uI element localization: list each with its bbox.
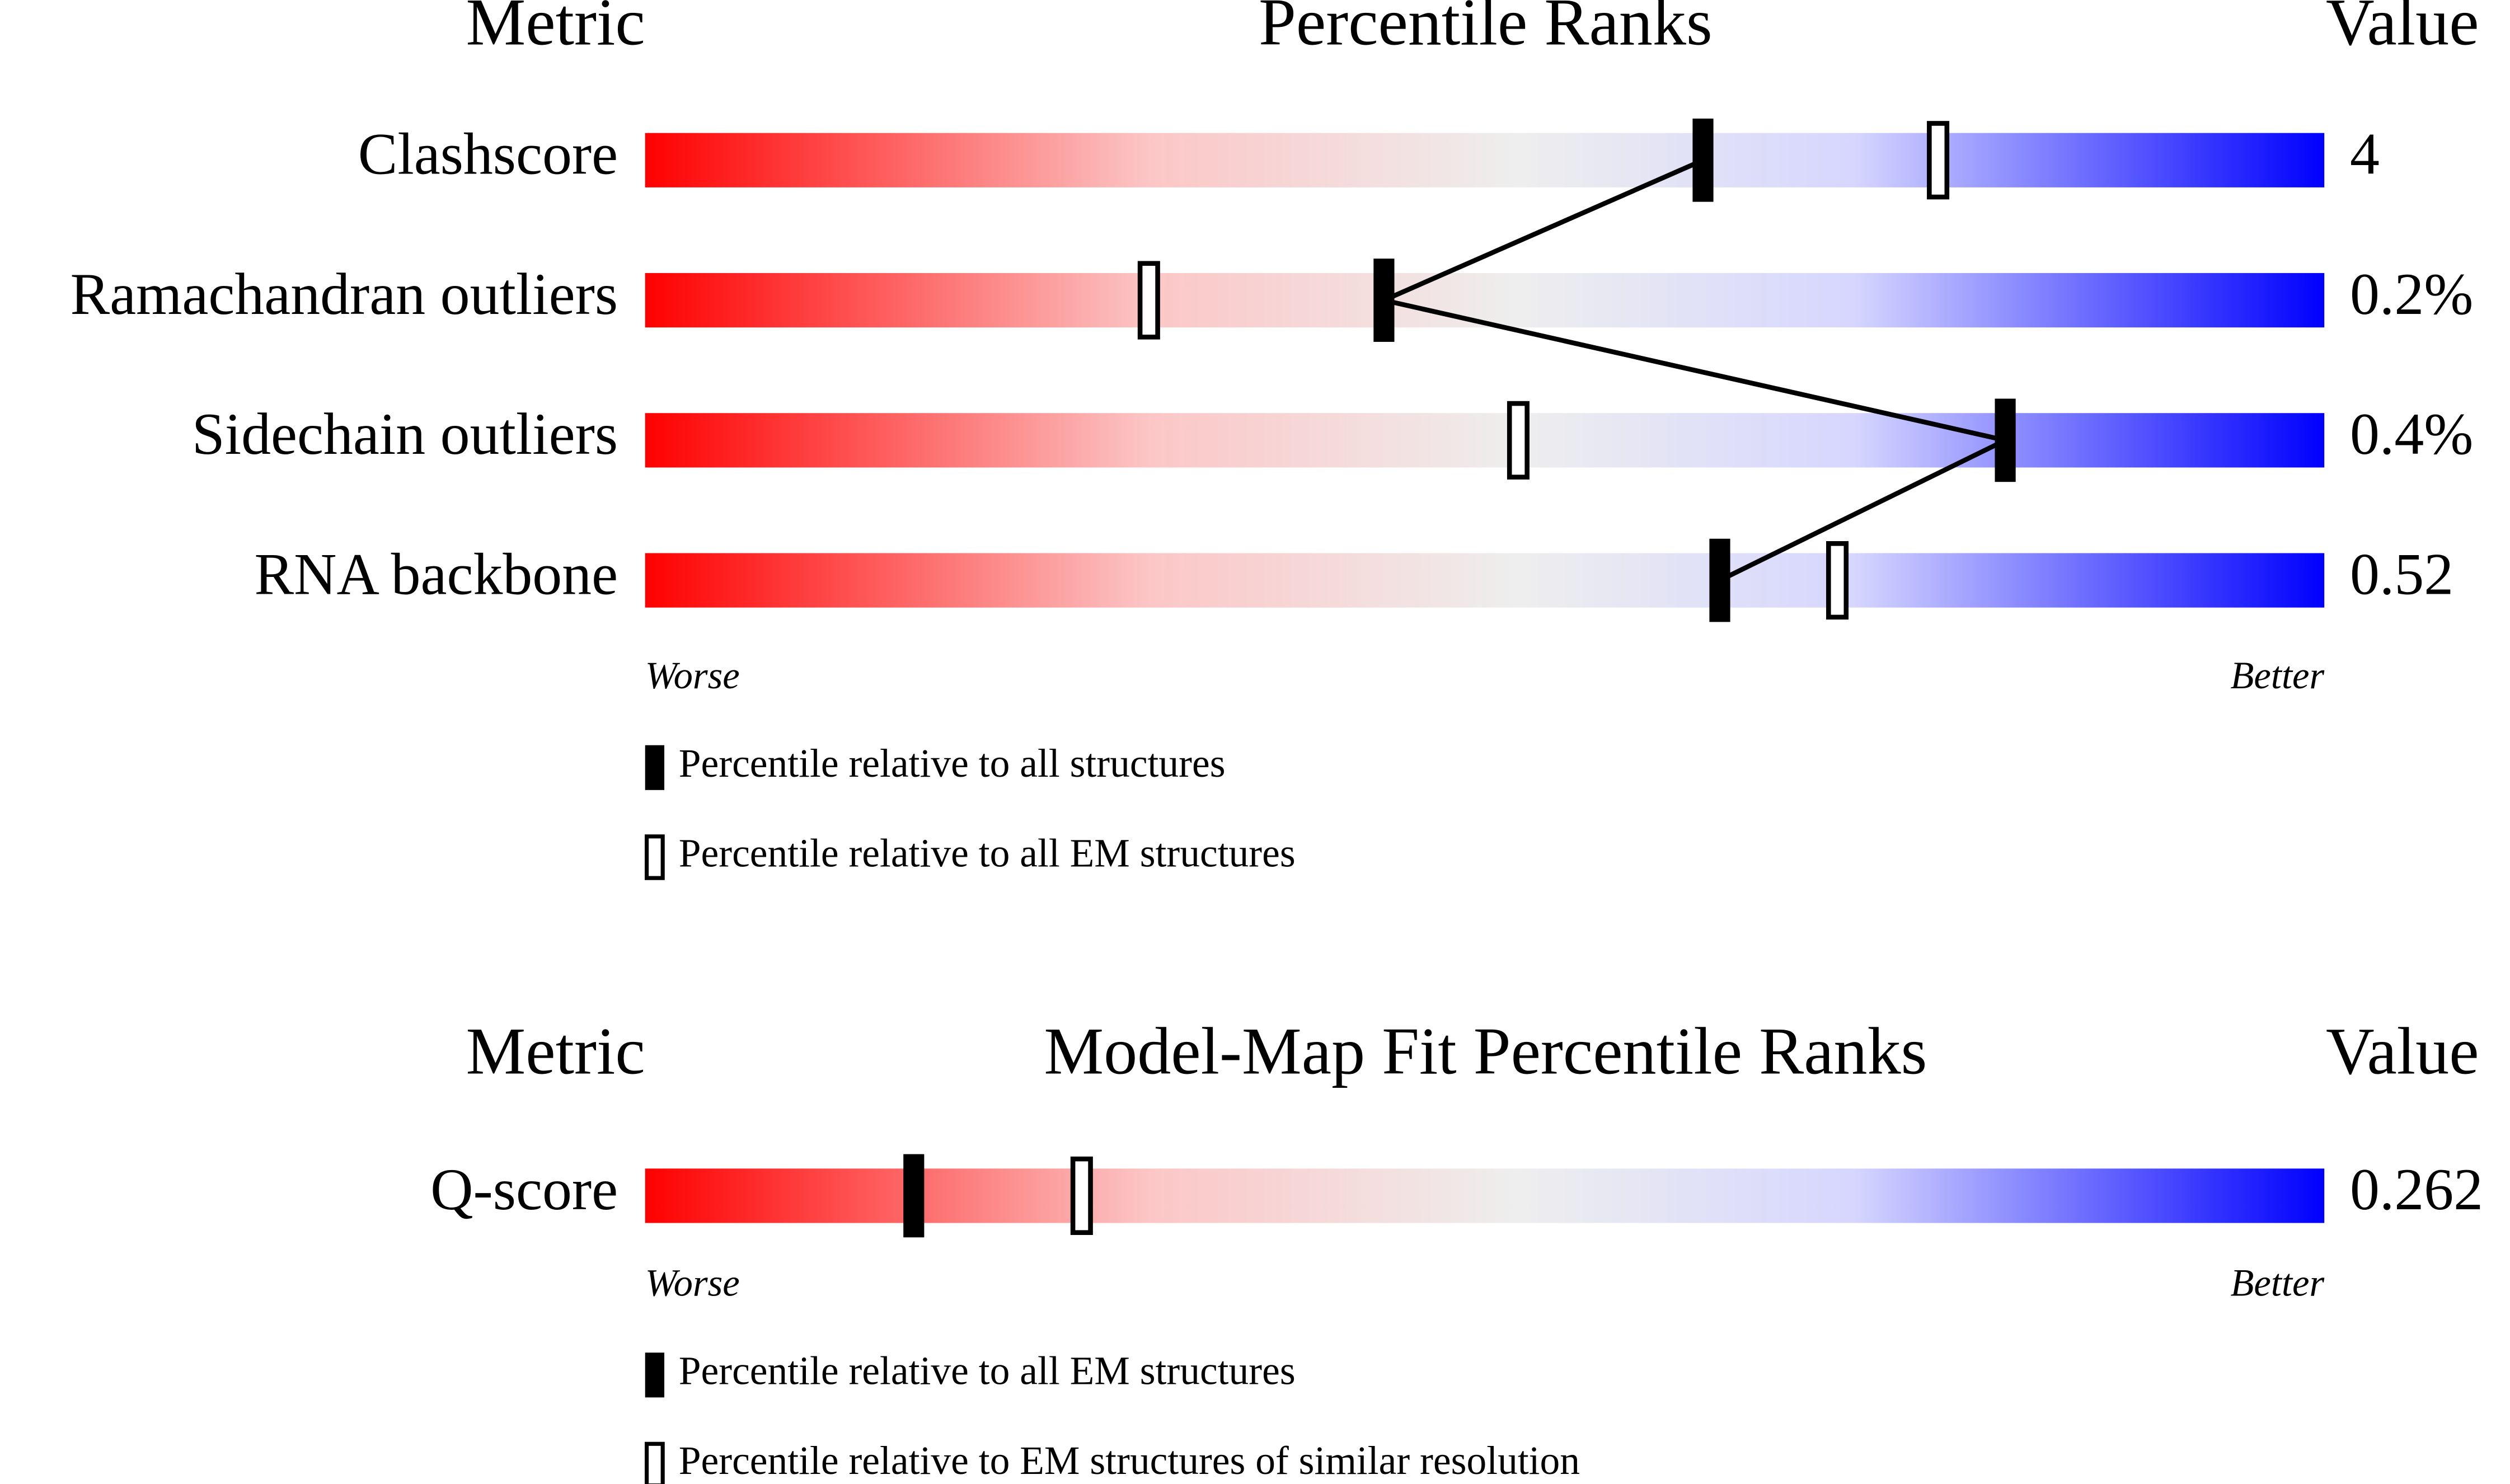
metric-value: 4	[2350, 121, 2380, 187]
filled-marker	[903, 1154, 925, 1238]
metric-label: Clashscore	[358, 121, 618, 187]
worse-label: Worse	[645, 654, 740, 697]
hollow-marker	[1137, 261, 1160, 340]
better-label: Better	[2231, 654, 2325, 697]
panel-title: Percentile Ranks	[1259, 0, 1713, 59]
legend-filled-icon	[645, 1352, 665, 1398]
filled-marker	[1692, 118, 1714, 202]
metric-label: Q-score	[430, 1157, 618, 1222]
hollow-marker	[1826, 541, 1849, 620]
hollow-marker	[1070, 1156, 1093, 1235]
legend-hollow-icon	[644, 1441, 665, 1484]
metric-label: Ramachandran outliers	[71, 261, 618, 327]
legend-hollow-icon	[644, 834, 665, 880]
slider-bar	[645, 1168, 2325, 1223]
connector-line	[1376, 158, 2012, 583]
filled-marker	[1373, 259, 1395, 342]
legend-hollow-text: Percentile relative to EM structures of …	[679, 1439, 1580, 1483]
metric-value: 0.4%	[2350, 401, 2473, 467]
metric-value: 0.262	[2350, 1157, 2483, 1222]
worse-label: Worse	[645, 1262, 740, 1304]
legend-filled-text: Percentile relative to all EM structures	[679, 1349, 1296, 1393]
filled-marker	[1709, 538, 1730, 622]
slider-bar	[645, 273, 2325, 328]
hollow-marker	[1507, 401, 1530, 480]
panel-title: Model-Map Fit Percentile Ranks	[1044, 1013, 1927, 1088]
value-header: Value	[2326, 0, 2479, 59]
slider-bar	[645, 133, 2325, 187]
legend-filled-text: Percentile relative to all structures	[679, 741, 1226, 786]
slider-bar	[645, 553, 2325, 608]
metric-value: 0.2%	[2350, 261, 2473, 327]
metric-header: Metric	[466, 0, 645, 59]
better-label: Better	[2231, 1262, 2325, 1304]
metric-label: Sidechain outliers	[192, 401, 618, 467]
legend-filled-icon	[645, 745, 665, 790]
metric-label: RNA backbone	[255, 541, 618, 607]
legend-hollow-text: Percentile relative to all EM structures	[679, 831, 1296, 875]
filled-marker	[1995, 398, 2016, 482]
hollow-marker	[1927, 121, 1950, 200]
metric-header: Metric	[466, 1013, 645, 1088]
value-header: Value	[2326, 1013, 2479, 1088]
slider-bar	[645, 413, 2325, 468]
metric-value: 0.52	[2350, 541, 2453, 607]
